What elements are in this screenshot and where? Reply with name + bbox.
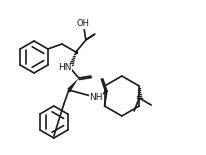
Text: NH: NH [89,93,103,102]
Text: HN: HN [58,64,72,73]
Polygon shape [67,78,79,91]
Text: OH: OH [76,20,89,29]
